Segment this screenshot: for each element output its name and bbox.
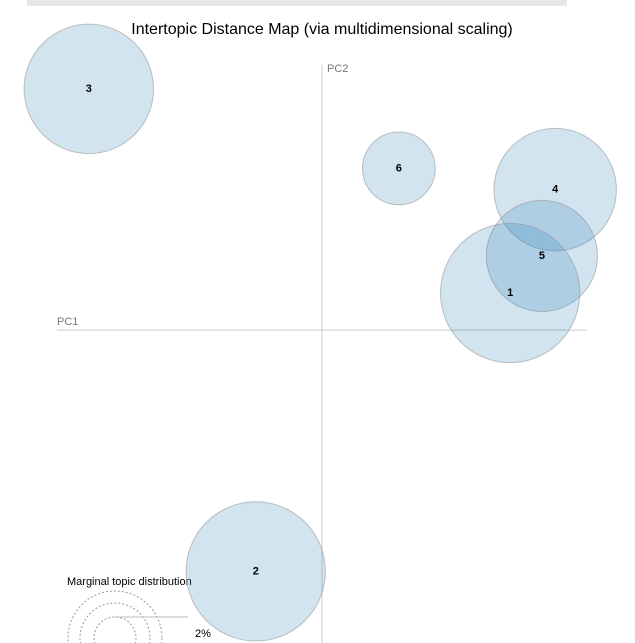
legend-circle — [93, 616, 137, 643]
legend-title: Marginal topic distribution — [67, 576, 192, 588]
topic-label: 1 — [507, 287, 513, 299]
y-axis-label: PC2 — [327, 63, 348, 75]
legend-circle-decor — [79, 602, 151, 643]
x-axis-label: PC1 — [57, 316, 78, 328]
topic-label: 2 — [253, 565, 259, 577]
legend-circle-decor — [67, 590, 163, 643]
topic-label: 6 — [396, 162, 402, 174]
topic-bubble — [23, 23, 155, 155]
topic-bubble — [440, 222, 581, 364]
topic-bubble — [185, 501, 326, 642]
topic-bubble — [485, 199, 599, 312]
topic-label: 4 — [552, 184, 559, 196]
top-bar — [27, 0, 567, 6]
chart-title: Intertopic Distance Map (via multidimens… — [131, 21, 513, 38]
legend-label: 2% — [195, 628, 211, 640]
topic-bubble — [361, 131, 436, 206]
topic-bubble — [493, 127, 617, 252]
topic-label: 3 — [86, 83, 92, 95]
topic-label: 5 — [539, 250, 545, 262]
